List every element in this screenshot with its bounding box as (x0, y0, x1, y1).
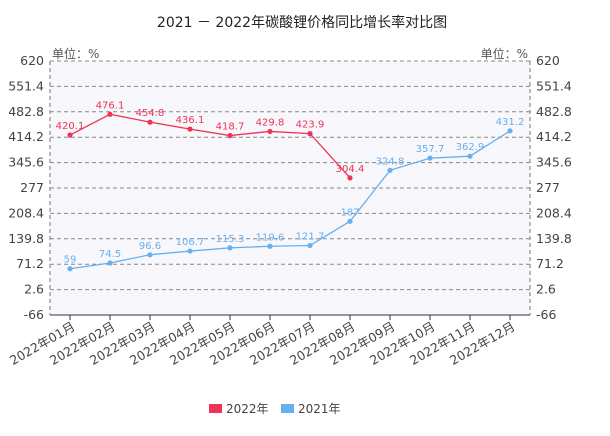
y-tick-label-right: 71.2 (536, 256, 564, 271)
y-axis-ticks: 620 620 551.4 551.4 482.8 482.8 414.2 414.2 345.… (8, 53, 572, 322)
unit-label-right: 单位：% (481, 46, 528, 61)
data-point (307, 131, 313, 137)
y-tick-label-right: -66 (536, 307, 556, 322)
data-label: 304.4 (336, 164, 365, 175)
legend-label: 2022年 (226, 402, 269, 416)
data-label: 476.1 (96, 100, 125, 111)
data-point (267, 128, 273, 135)
legend-label: 2021年 (298, 402, 341, 416)
data-point (347, 175, 353, 181)
data-label: 418.7 (216, 122, 245, 133)
unit-label-left: 单位：% (52, 46, 99, 61)
data-label: 431.2 (496, 117, 525, 128)
y-tick-label-right: 277 (536, 180, 560, 195)
data-label: 106.7 (176, 237, 205, 248)
data-point (227, 245, 233, 251)
data-label: 115.3 (216, 234, 245, 245)
legend-item-2: 2021年 (281, 402, 341, 416)
y-tick-label-left: 345.6 (8, 155, 44, 170)
y-tick-label-right: 208.4 (536, 205, 572, 220)
data-label: 357.7 (416, 144, 445, 155)
data-point (267, 243, 273, 249)
y-tick-label-right: 551.4 (536, 78, 572, 93)
data-label: 59 (64, 255, 77, 266)
y-tick-label-left: -66 (24, 307, 44, 322)
series-line (69, 130, 511, 270)
chart-title: 2021 － 2022年碳酸锂价格同比增长率对比图 (157, 14, 447, 31)
data-label: 362.9 (456, 142, 485, 153)
y-tick-label-left: 277 (20, 180, 44, 195)
data-point (107, 111, 113, 117)
data-point (147, 252, 153, 258)
data-label: 74.5 (99, 249, 121, 260)
legend: 2022年 2021年 (209, 402, 341, 416)
series-2: 59 74.5 96.6 106.7 115.3 119.6 121.7 187 324.8 35… (64, 117, 525, 272)
y-tick-label-right: 414.2 (536, 129, 572, 144)
data-point (67, 266, 73, 272)
data-label: 187 (340, 207, 359, 218)
data-point (427, 155, 433, 161)
data-label: 423.9 (296, 120, 325, 131)
series-layer: 420.1 476.1 454.8 436.1 418.7 429.8 423.9 304.4… (56, 100, 525, 272)
y-tick-label-right: 2.6 (536, 282, 556, 297)
y-tick-label-left: 414.2 (8, 129, 44, 144)
legend-swatch (281, 404, 294, 413)
data-point (387, 167, 393, 173)
data-label: 119.6 (256, 232, 285, 243)
y-tick-label-right: 482.8 (536, 104, 572, 119)
data-label: 454.8 (136, 108, 165, 119)
data-point (187, 248, 193, 254)
data-label: 429.8 (256, 117, 285, 128)
data-point (67, 132, 73, 138)
y-tick-label-left: 482.8 (8, 104, 44, 119)
axes (49, 61, 531, 316)
data-point (347, 218, 353, 224)
data-label: 324.8 (376, 156, 405, 167)
data-point (307, 242, 313, 249)
data-label: 436.1 (176, 115, 205, 126)
data-point (507, 128, 513, 134)
series-1: 420.1 476.1 454.8 436.1 418.7 429.8 423.9 304.4 (56, 100, 365, 181)
y-tick-label-left: 551.4 (8, 78, 44, 93)
y-tick-label-right: 620 (536, 53, 560, 68)
y-tick-label-left: 2.6 (24, 282, 44, 297)
series-line (69, 113, 351, 179)
data-point (147, 119, 153, 125)
legend-swatch (209, 404, 222, 413)
data-label: 121.7 (296, 232, 325, 243)
data-label: 420.1 (56, 121, 85, 132)
data-point (187, 126, 193, 132)
data-label: 96.6 (139, 241, 161, 252)
data-point (227, 132, 233, 139)
data-point (467, 153, 473, 159)
y-tick-label-left: 71.2 (16, 256, 44, 271)
y-tick-label-left: 620 (20, 53, 44, 68)
y-tick-label-left: 139.8 (8, 231, 44, 246)
y-tick-label-right: 139.8 (536, 231, 572, 246)
y-tick-label-left: 208.4 (8, 205, 44, 220)
data-point (107, 260, 113, 266)
legend-item-1: 2022年 (209, 402, 269, 416)
y-tick-label-right: 345.6 (536, 155, 572, 170)
